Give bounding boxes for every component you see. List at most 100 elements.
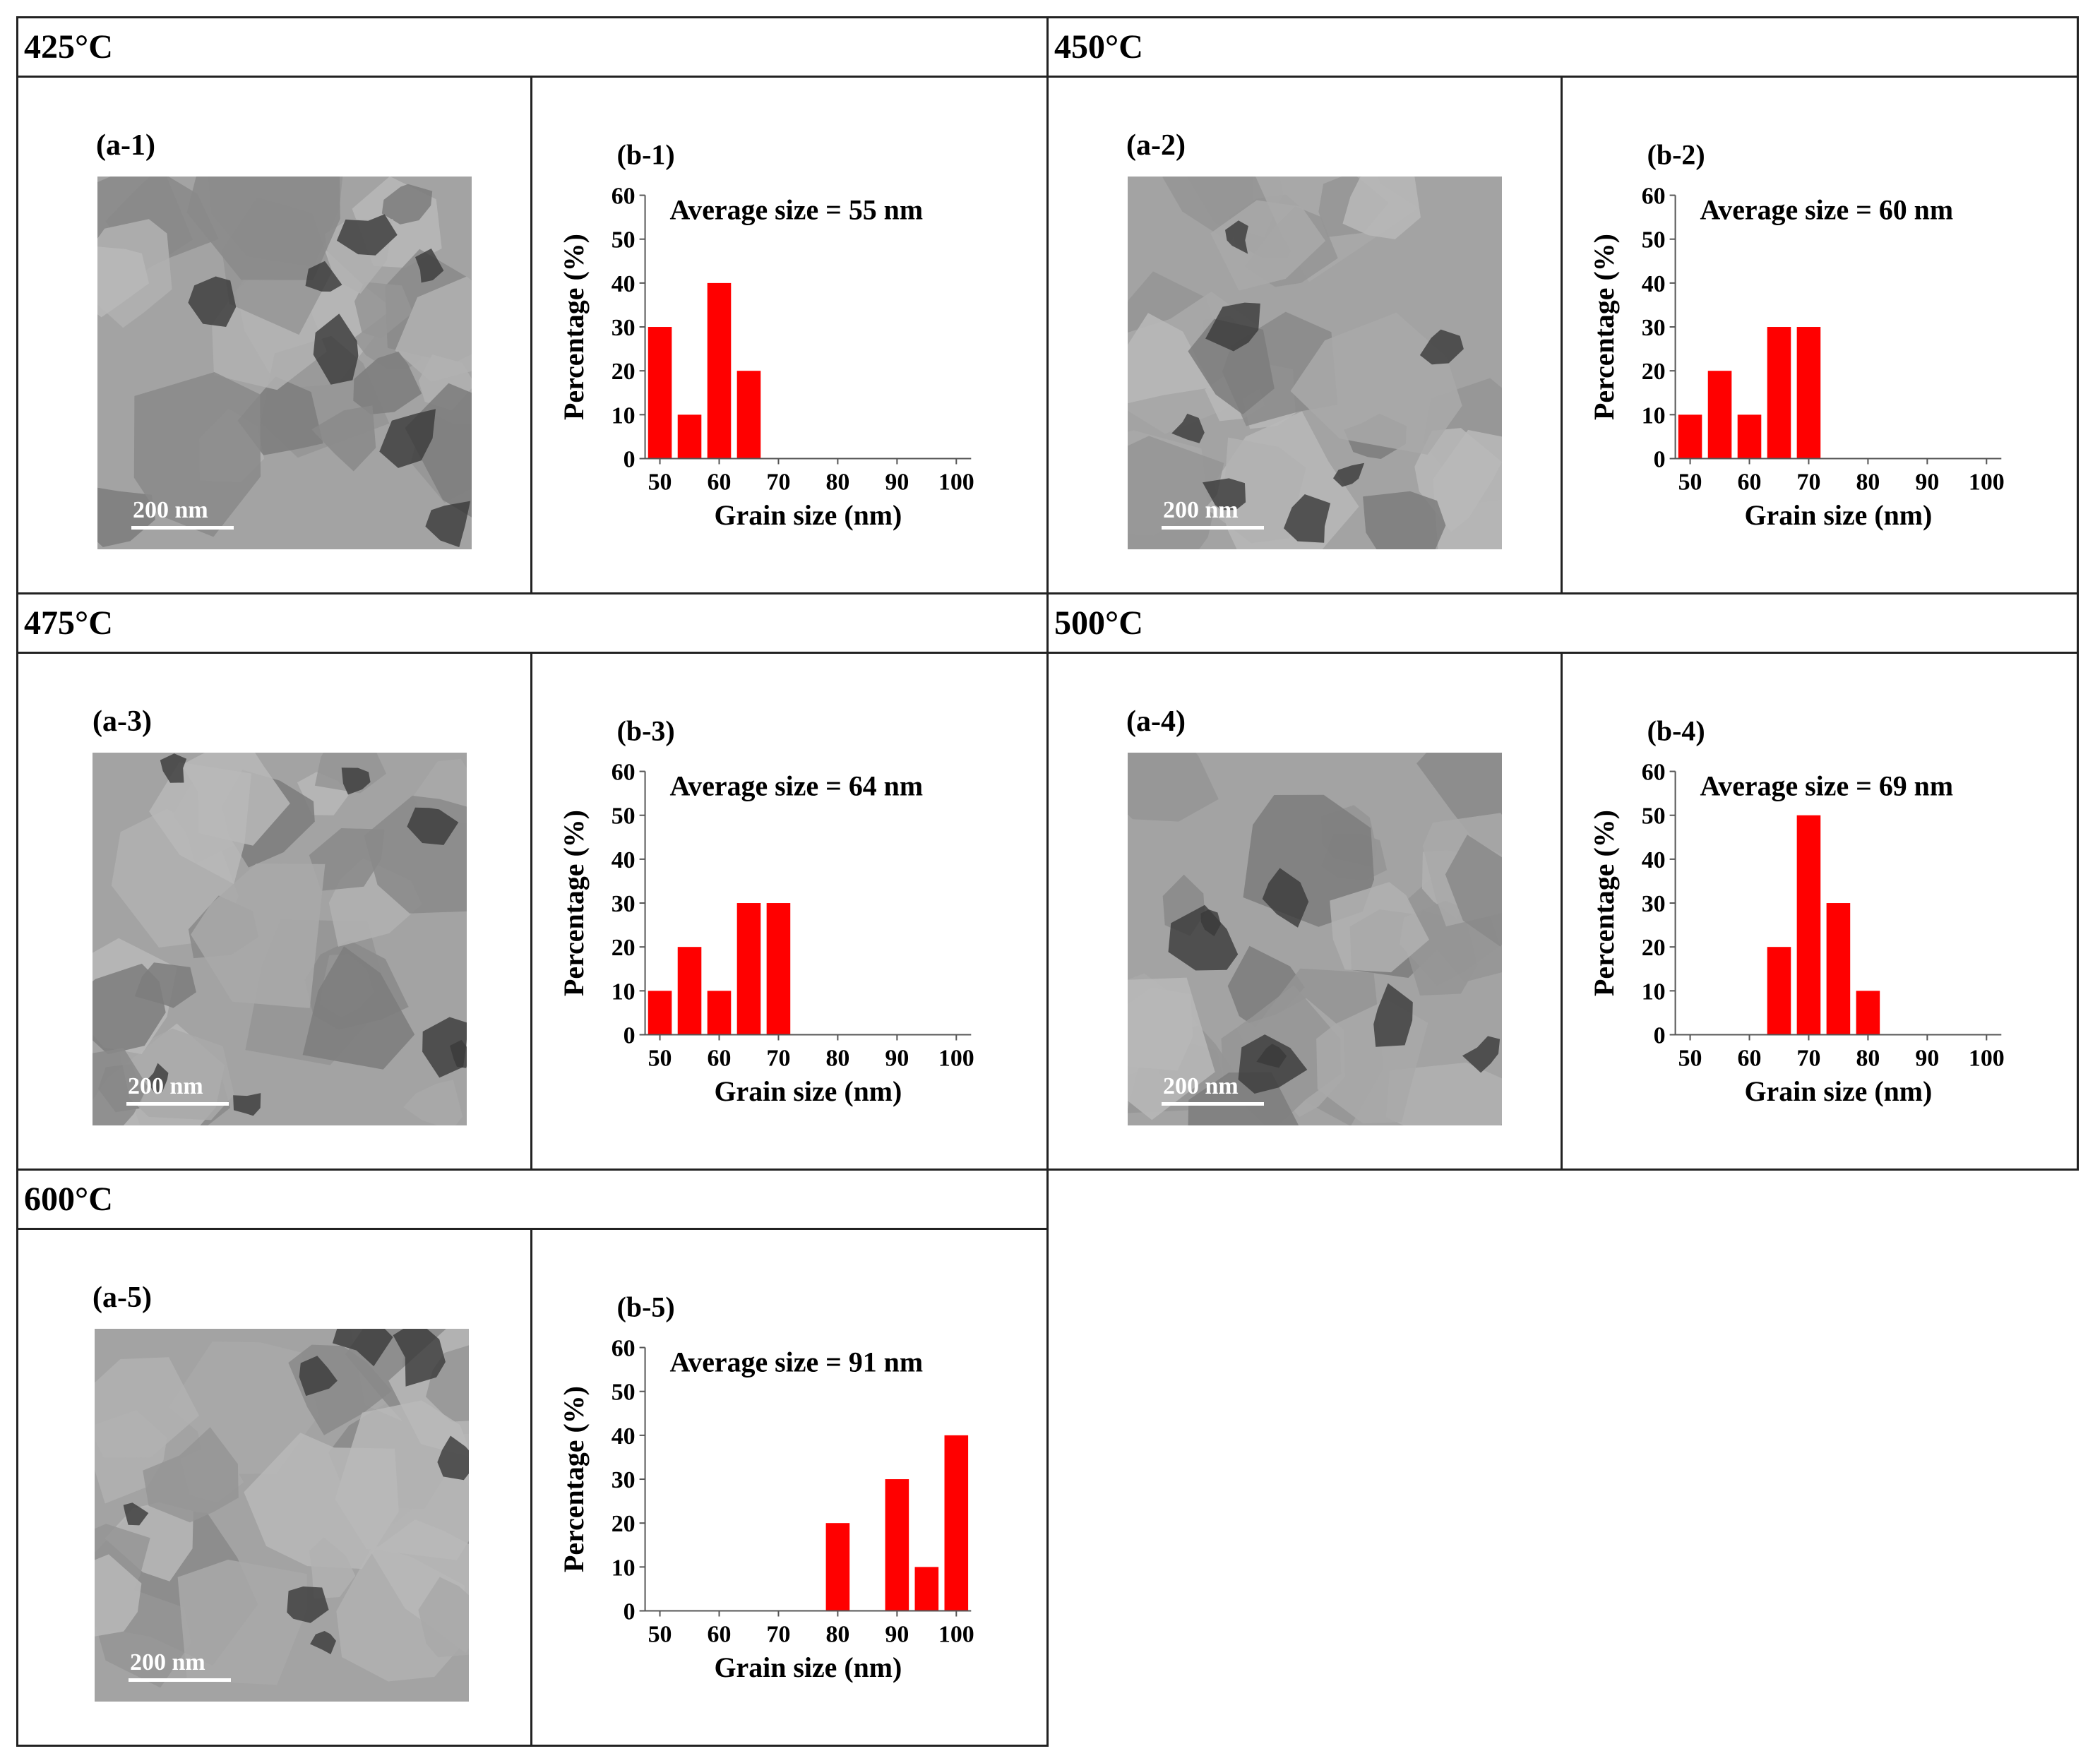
x-tick-label: 90 [1915, 1045, 1939, 1071]
panel-label: (b-2) [1647, 139, 1705, 171]
block-600: 600°C (a-5) 200 nm (b-5) Average size = 9… [16, 1169, 1049, 1747]
grain-size-histogram: (b-4) Average size = 69 nm 0 10 20 30 40 50 60 50… [1588, 715, 2005, 1108]
x-axis-title: Grain size (nm) [715, 1075, 902, 1107]
y-axis-title: Percentage (%) [1588, 810, 1620, 996]
x-tick-label: 90 [1915, 469, 1939, 495]
average-size-annotation: Average size = 55 nm [669, 193, 923, 225]
y-tick-label: 40 [611, 271, 636, 297]
x-tick-label: 80 [1856, 1045, 1880, 1071]
y-tick-label: 0 [1654, 446, 1666, 472]
x-tick-label: 70 [767, 1621, 791, 1647]
x-tick-label: 50 [1678, 469, 1702, 495]
histogram-bar [677, 414, 702, 459]
y-tick-label: 60 [1642, 760, 1666, 786]
histogram-panel: (b-1) Average size = 55 nm 0 10 20 30 40 50 60 50… [532, 78, 1046, 592]
y-tick-label: 50 [611, 1380, 636, 1406]
tem-micrograph: 200 nm [1128, 753, 1502, 1125]
tem-panel-label: (a-3) [93, 705, 152, 738]
panel-label: (b-1) [617, 139, 675, 171]
y-tick-label: 20 [611, 935, 636, 961]
x-tick-label: 90 [885, 1621, 909, 1647]
histogram-panel: (b-2) Average size = 60 nm 0 10 20 30 40 50 60 50… [1563, 78, 2077, 592]
y-tick-label: 10 [611, 402, 636, 429]
x-tick-label: 90 [885, 1045, 909, 1071]
tem-panel: (a-1) 200 nm [18, 78, 532, 592]
y-tick-label: 30 [611, 891, 636, 917]
x-axis-title: Grain size (nm) [715, 499, 902, 531]
y-tick-label: 10 [1642, 402, 1666, 429]
scale-bar-label: 200 nm [1163, 1073, 1239, 1099]
x-tick-label: 70 [767, 469, 791, 495]
histogram-panel: (b-5) Average size = 91 nm 0 10 20 30 40 50 60 50… [532, 1230, 1046, 1745]
tem-panel: (a-4) 200 nm [1049, 654, 1563, 1169]
figure-grid: 425°C (a-1) 200 nm (b-1) Average size = 5… [16, 16, 2079, 1747]
y-tick-label: 30 [611, 315, 636, 341]
micrograph-texture [97, 177, 472, 549]
x-axis-title: Grain size (nm) [715, 1651, 902, 1683]
y-tick-label: 10 [611, 979, 636, 1005]
tem-panel: (a-3) 200 nm [18, 654, 532, 1169]
tem-panel-label: (a-2) [1126, 129, 1186, 162]
grain-size-histogram: (b-3) Average size = 64 nm 0 10 20 30 40 50 60 50… [558, 715, 974, 1108]
grain-size-histogram: (b-1) Average size = 55 nm 0 10 20 30 40 50 60 50… [558, 139, 974, 532]
x-tick-label: 60 [1738, 1045, 1762, 1071]
micrograph-texture [95, 1329, 469, 1702]
x-tick-label: 60 [708, 469, 732, 495]
y-tick-label: 0 [624, 446, 636, 472]
histogram-bar [707, 991, 732, 1035]
y-tick-label: 40 [611, 1423, 636, 1450]
x-tick-label: 100 [938, 469, 974, 495]
block-425: 425°C (a-1) 200 nm (b-1) Average size = 5… [16, 16, 1049, 594]
y-axis-title: Percentage (%) [558, 810, 590, 996]
y-tick-label: 20 [1642, 935, 1666, 961]
average-size-annotation: Average size = 60 nm [1700, 193, 1953, 225]
y-tick-label: 30 [1642, 315, 1666, 341]
x-tick-label: 100 [938, 1621, 974, 1647]
x-tick-label: 90 [885, 469, 909, 495]
histogram-panel: (b-3) Average size = 64 nm 0 10 20 30 40 50 60 50… [532, 654, 1046, 1169]
y-tick-label: 40 [611, 847, 636, 873]
x-tick-label: 60 [708, 1621, 732, 1647]
y-tick-label: 60 [1642, 184, 1666, 210]
y-tick-label: 20 [611, 1511, 636, 1537]
block-450: 450°C (a-2) 200 nm (b-2) Average size = 6… [1046, 16, 2079, 594]
histogram-bar [1678, 414, 1702, 459]
grain-size-histogram: (b-2) Average size = 60 nm 0 10 20 30 40 50 60 50… [1588, 139, 2005, 532]
average-size-annotation: Average size = 91 nm [669, 1346, 923, 1377]
block-500: 500°C (a-4) 200 nm (b-4) Average size = 6… [1046, 592, 2079, 1171]
tem-micrograph: 200 nm [97, 177, 472, 549]
x-tick-label: 50 [1678, 1045, 1702, 1071]
y-tick-label: 10 [611, 1555, 636, 1581]
x-axis-title: Grain size (nm) [1745, 1075, 1933, 1107]
histogram-bar [1737, 414, 1762, 459]
panel-label: (b-3) [617, 715, 675, 747]
panel-label: (b-4) [1647, 715, 1705, 747]
panel-label: (b-5) [617, 1291, 675, 1323]
y-tick-label: 20 [1642, 359, 1666, 385]
block-475: 475°C (a-3) 200 nm (b-3) Average size = 6… [16, 592, 1049, 1171]
y-tick-label: 50 [611, 803, 636, 830]
tem-panel-label: (a-1) [96, 129, 155, 162]
histogram-bar [1796, 327, 1821, 459]
y-tick-label: 0 [1654, 1022, 1666, 1048]
temperature-header: 450°C [1049, 18, 2077, 78]
histogram-bar [736, 371, 761, 459]
histogram-bar [677, 947, 702, 1035]
x-tick-label: 70 [1797, 469, 1821, 495]
grain-size-histogram: (b-5) Average size = 91 nm 0 10 20 30 40 50 60 50… [558, 1291, 974, 1684]
x-tick-label: 70 [767, 1045, 791, 1071]
histogram-bar [766, 903, 791, 1035]
y-tick-label: 60 [611, 184, 636, 210]
x-tick-label: 100 [938, 1045, 974, 1071]
y-tick-label: 50 [611, 227, 636, 253]
tem-panel-label: (a-5) [93, 1281, 152, 1314]
x-tick-label: 80 [1856, 469, 1880, 495]
tem-micrograph: 200 nm [95, 1329, 469, 1702]
histogram-bar [914, 1567, 939, 1611]
x-tick-label: 80 [825, 1621, 849, 1647]
x-tick-label: 80 [825, 1045, 849, 1071]
average-size-annotation: Average size = 69 nm [1700, 770, 1953, 801]
tem-micrograph: 200 nm [93, 753, 467, 1125]
y-axis-title: Percentage (%) [558, 1386, 590, 1572]
y-axis-title: Percentage (%) [558, 234, 590, 420]
